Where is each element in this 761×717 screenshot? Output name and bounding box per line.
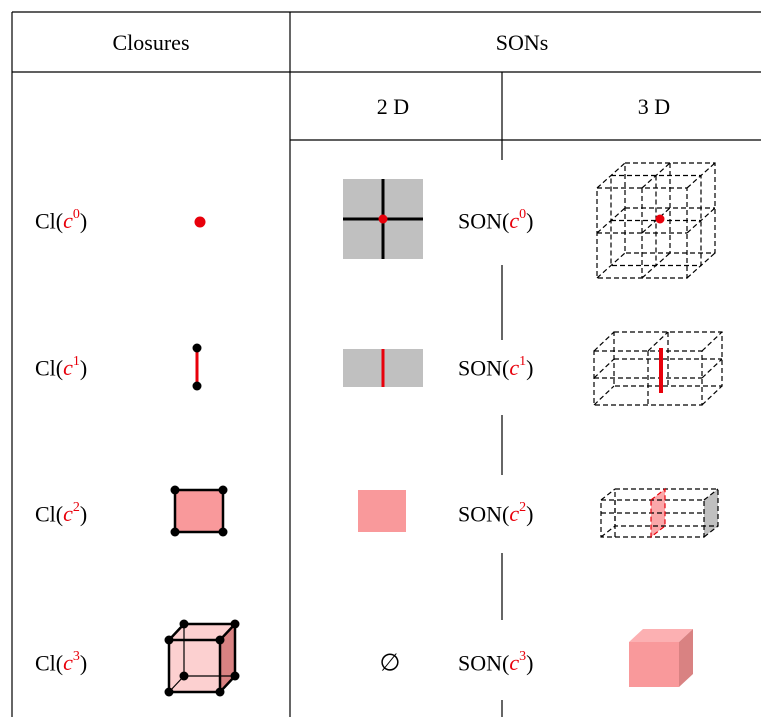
- son-label-c1: SON(c1): [458, 354, 534, 381]
- dim-2d-header: 2 D: [376, 94, 410, 119]
- son3d-center-point-icon: [655, 214, 665, 224]
- son-label-c3: SON(c3): [458, 649, 534, 676]
- son-label-c0: SON(c0): [458, 207, 534, 234]
- closures-header: Closures: [112, 30, 190, 55]
- son3d-pink-cube-icon: [629, 629, 693, 687]
- empty-set-symbol: ∅: [379, 650, 401, 677]
- son2d-pink-square-icon: [358, 490, 406, 532]
- son3d-wire-box-edge-icon: [593, 331, 723, 406]
- son2d-cross-square-icon: [343, 179, 423, 259]
- closure-label-c2: Cl(c2): [35, 500, 88, 527]
- closure-point-icon: [194, 216, 206, 228]
- table-grid: [11, 11, 761, 717]
- closure-label-c3: Cl(c3): [35, 649, 88, 676]
- son3d-wire-box-face-icon: [600, 487, 719, 539]
- son3d-wire-cube-grid-icon: [596, 162, 716, 279]
- son2d-split-rect-icon: [343, 349, 423, 387]
- closure-edge-icon: [192, 343, 202, 391]
- closure-solid-cube-icon: [164, 619, 240, 697]
- closure-label-c0: Cl(c0): [35, 207, 88, 234]
- sons-header: SONs: [495, 30, 549, 55]
- dim-3d-header: 3 D: [637, 94, 671, 119]
- closure-face-icon: [170, 485, 228, 537]
- son-label-c2: SON(c2): [458, 500, 534, 527]
- closure-label-c1: Cl(c1): [35, 354, 88, 381]
